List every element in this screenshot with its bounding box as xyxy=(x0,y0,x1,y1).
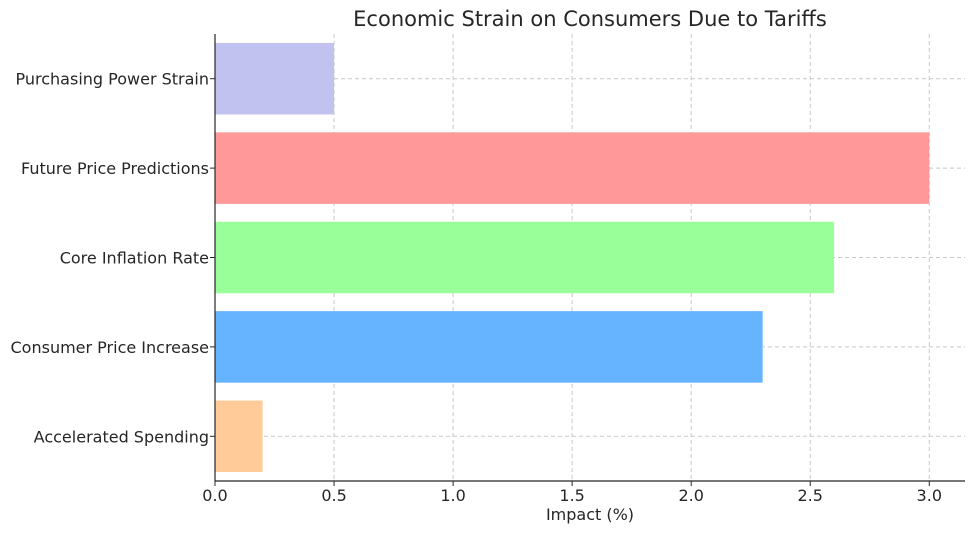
x-tick-label: 2.5 xyxy=(798,486,823,505)
x-tick-label: 3.0 xyxy=(917,486,942,505)
bar-future-price-predictions xyxy=(215,132,930,204)
bar-accelerated-spending xyxy=(215,400,263,473)
category-label-future-price-predictions: Future Price Predictions xyxy=(21,159,209,178)
chart-title: Economic Strain on Consumers Due to Tari… xyxy=(353,7,827,31)
category-label-core-inflation-rate: Core Inflation Rate xyxy=(60,249,209,268)
x-tick-label: 1.5 xyxy=(559,486,584,505)
bar-purchasing-power-strain xyxy=(215,42,335,115)
bar-consumer-price-increase xyxy=(215,311,763,383)
x-tick-label: 1.0 xyxy=(440,486,465,505)
category-label-purchasing-power-strain: Purchasing Power Strain xyxy=(16,70,210,89)
x-axis-title: Impact (%) xyxy=(546,505,634,524)
x-tick-label: 0.5 xyxy=(321,486,346,505)
x-ticks: 0.0 0.5 1.0 1.5 2.0 2.5 3.0 xyxy=(202,481,942,505)
bar-core-inflation-rate xyxy=(215,221,835,294)
category-label-consumer-price-increase: Consumer Price Increase xyxy=(11,338,210,357)
bars xyxy=(215,42,930,473)
x-tick-label: 0.0 xyxy=(202,486,227,505)
category-labels: Accelerated Spending Consumer Price Incre… xyxy=(11,70,215,446)
x-tick-label: 2.0 xyxy=(678,486,703,505)
category-label-accelerated-spending: Accelerated Spending xyxy=(34,427,209,446)
